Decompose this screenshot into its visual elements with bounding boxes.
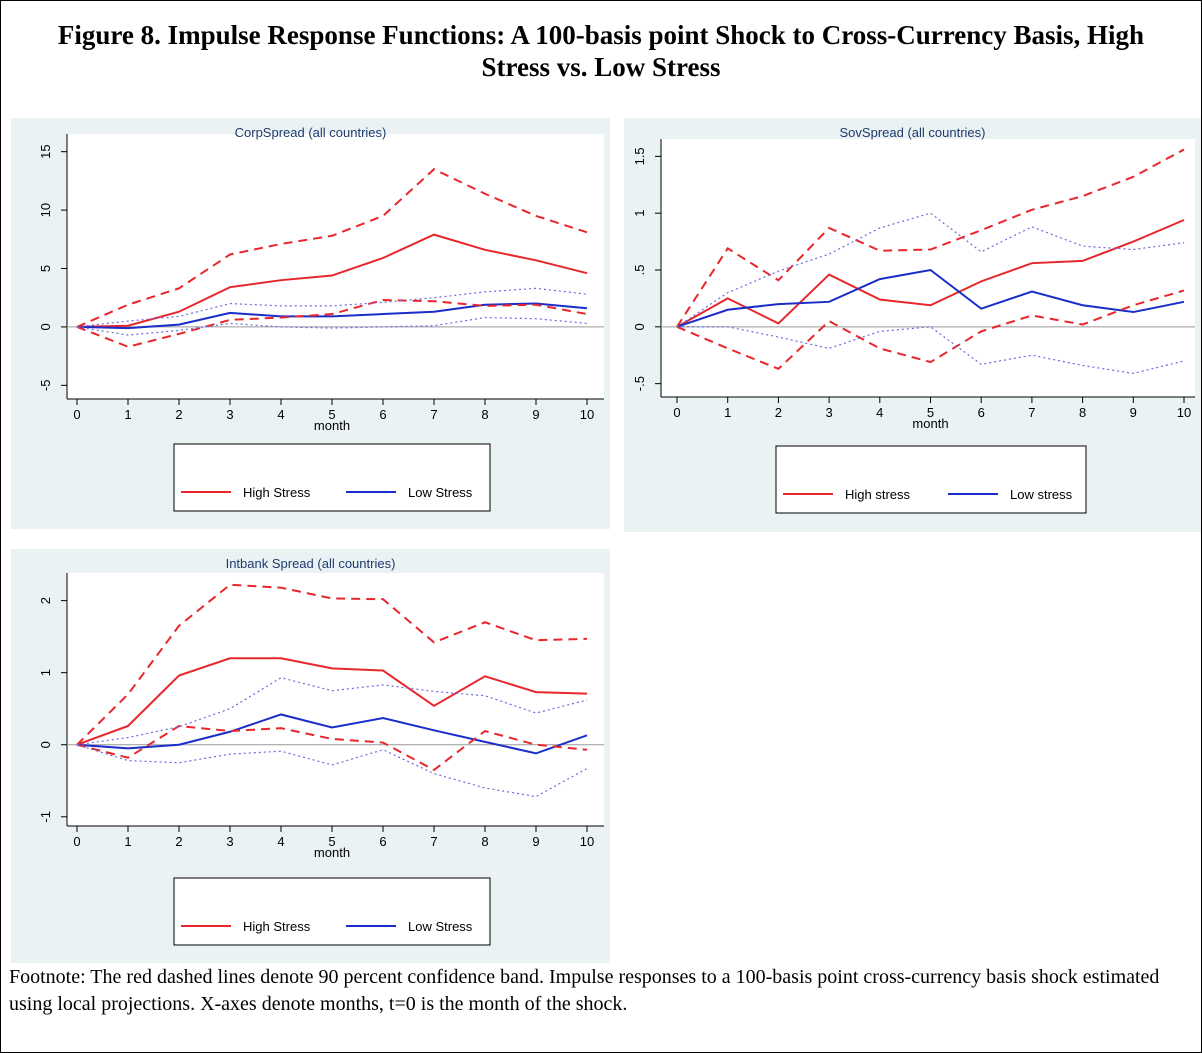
x-tick-label: 8: [1079, 405, 1086, 420]
y-tick-label: -5: [38, 380, 53, 392]
x-tick-label: 0: [73, 407, 80, 422]
x-tick-label: 1: [124, 407, 131, 422]
x-tick-label: 6: [379, 834, 386, 849]
x-tick-label: 5: [927, 405, 934, 420]
y-tick-label: 5: [38, 265, 53, 272]
x-tick-label: 8: [481, 834, 488, 849]
series-line: [676, 289, 1185, 371]
panel-title: SovSpread (all countries): [840, 125, 986, 140]
y-tick-label: 10: [38, 203, 53, 217]
x-tick-label: 6: [978, 405, 985, 420]
x-tick-label: 2: [175, 407, 182, 422]
plot-area: [67, 134, 604, 399]
figure-title: Figure 8. Impulse Response Functions: A …: [57, 20, 1145, 82]
y-tick-label: 0: [632, 323, 647, 330]
x-tick-label: 1: [124, 834, 131, 849]
series-line: [76, 299, 588, 348]
y-tick-label: 15: [38, 144, 53, 158]
plot-area: [67, 573, 604, 826]
x-tick-label: 4: [277, 834, 284, 849]
series-line: [76, 316, 588, 336]
x-axis-label: month: [314, 418, 350, 433]
y-tick-label: 0: [38, 323, 53, 330]
x-tick-label: 9: [1130, 405, 1137, 420]
x-tick-label: 1: [724, 405, 731, 420]
y-tick-label: .5: [632, 265, 647, 276]
y-tick-label: -1: [38, 811, 53, 823]
series-line: [677, 326, 1185, 375]
x-tick-label: 2: [775, 405, 782, 420]
legend-label: Low stress: [1010, 487, 1073, 502]
series-line: [76, 583, 588, 746]
x-tick-label: 5: [328, 407, 335, 422]
x-tick-label: 6: [379, 407, 386, 422]
y-tick-label: 1: [632, 210, 647, 217]
x-tick-label: 10: [1177, 405, 1191, 420]
x-tick-label: 8: [481, 407, 488, 422]
y-tick-label: 2: [38, 597, 53, 604]
legend-label: Low Stress: [408, 485, 473, 500]
x-tick-label: 10: [580, 407, 594, 422]
legend-box: [173, 877, 491, 946]
x-tick-label: 9: [532, 407, 539, 422]
series-line: [76, 302, 588, 330]
x-tick-label: 4: [277, 407, 284, 422]
legend-label: High stress: [845, 487, 911, 502]
series-line: [76, 724, 588, 772]
y-tick-label: 1.5: [632, 147, 647, 165]
legend-label: High Stress: [243, 919, 311, 934]
y-tick-label: 0: [38, 741, 53, 748]
x-tick-label: 7: [1028, 405, 1035, 420]
series-line: [76, 677, 588, 746]
series-line: [76, 744, 588, 798]
y-tick-label: -.5: [632, 376, 647, 391]
series-line: [76, 168, 588, 328]
x-tick-label: 3: [226, 407, 233, 422]
series-line: [676, 219, 1185, 328]
legend-box: [173, 443, 491, 512]
x-axis-label: month: [314, 845, 350, 860]
series-line: [676, 148, 1185, 328]
x-tick-label: 0: [673, 405, 680, 420]
x-tick-label: 3: [825, 405, 832, 420]
legend-label: High Stress: [243, 485, 311, 500]
y-tick-label: 1: [38, 669, 53, 676]
x-tick-label: 0: [73, 834, 80, 849]
series-line: [76, 233, 588, 328]
x-tick-label: 5: [328, 834, 335, 849]
legend-label: Low Stress: [408, 919, 473, 934]
panel-title: Intbank Spread (all countries): [226, 556, 396, 571]
x-tick-label: 9: [532, 834, 539, 849]
legend-box: [775, 445, 1087, 514]
series-line: [76, 287, 588, 328]
series-line: [76, 657, 588, 746]
panel-title: CorpSpread (all countries): [235, 125, 387, 140]
plot-area: [661, 139, 1195, 397]
series-line: [676, 268, 1185, 328]
x-axis-label: month: [912, 416, 948, 431]
x-tick-label: 2: [175, 834, 182, 849]
series-line: [76, 713, 588, 755]
x-tick-label: 4: [876, 405, 883, 420]
x-tick-label: 10: [580, 834, 594, 849]
footnote: Footnote: The red dashed lines denote 90…: [9, 966, 1160, 1015]
series-line: [676, 212, 1185, 328]
x-tick-label: 7: [430, 407, 437, 422]
x-tick-label: 7: [430, 834, 437, 849]
x-tick-label: 3: [226, 834, 233, 849]
